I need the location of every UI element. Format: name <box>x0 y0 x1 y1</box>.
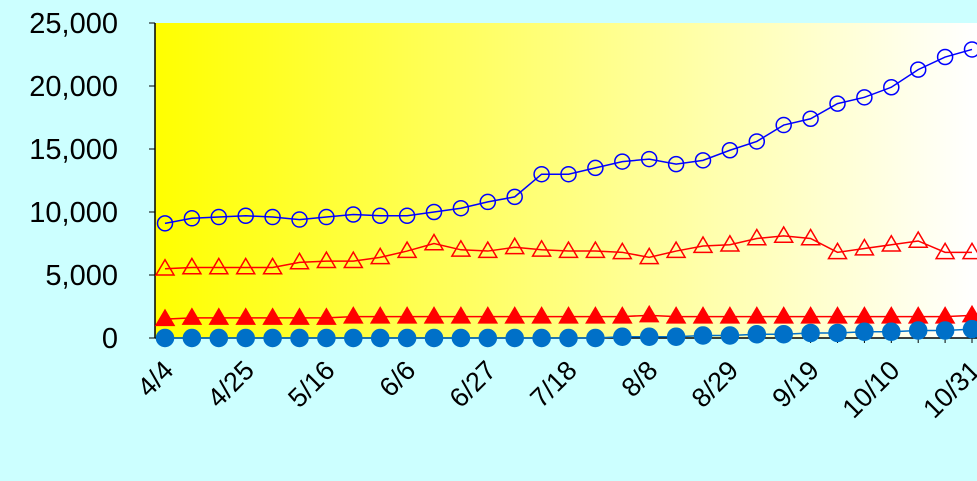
series-4-point <box>533 330 550 347</box>
series-4-point <box>829 324 846 341</box>
series-4-point <box>157 330 174 347</box>
series-4-point <box>856 323 873 340</box>
series-4-point <box>695 327 712 344</box>
series-4-point <box>721 327 738 344</box>
series-4-point <box>345 330 362 347</box>
series-4-point <box>668 328 685 345</box>
x-tick-label: 5/16 <box>282 355 340 413</box>
y-tick-label: 10,000 <box>29 197 118 229</box>
x-tick-label: 6/27 <box>444 355 502 413</box>
x-tick-label: 6/6 <box>374 355 422 403</box>
series-4-point <box>210 330 227 347</box>
series-4-point <box>318 330 335 347</box>
series-4-point <box>587 330 604 347</box>
series-4-point <box>802 324 819 341</box>
series-4-point <box>372 330 389 347</box>
series-4-point <box>748 326 765 343</box>
x-tick-label: 4/4 <box>131 355 179 403</box>
x-tick-label: 8/29 <box>686 355 744 413</box>
y-tick-label: 25,000 <box>29 8 118 40</box>
series-4-point <box>291 330 308 347</box>
x-tick-label: 7/18 <box>524 355 582 413</box>
series-4-point <box>614 328 631 345</box>
series-4-point <box>641 328 658 345</box>
series-4-point <box>237 330 254 347</box>
series-4-point <box>506 330 523 347</box>
x-tick-label: 9/19 <box>766 355 824 413</box>
y-tick-label: 5,000 <box>45 260 118 292</box>
x-tick-label: 4/25 <box>202 355 260 413</box>
x-tick-label: 10/10 <box>837 355 906 424</box>
series-4-point <box>264 330 281 347</box>
series-4-point <box>560 330 577 347</box>
series-4-point <box>910 322 927 339</box>
series-4-point <box>426 330 443 347</box>
y-tick-label: 15,000 <box>29 134 118 166</box>
series-4-point <box>452 330 469 347</box>
series-4-point <box>937 322 954 339</box>
x-tick-label: 8/8 <box>616 355 664 403</box>
series-4-point <box>479 330 496 347</box>
series-4-point <box>883 323 900 340</box>
series-4-point <box>399 330 416 347</box>
series-4-point <box>775 326 792 343</box>
y-tick-label: 20,000 <box>29 71 118 103</box>
x-tick-label: 10/31 <box>917 355 977 424</box>
series-4-point <box>964 321 977 338</box>
y-tick-label: 0 <box>102 323 118 355</box>
series-4-point <box>183 330 200 347</box>
